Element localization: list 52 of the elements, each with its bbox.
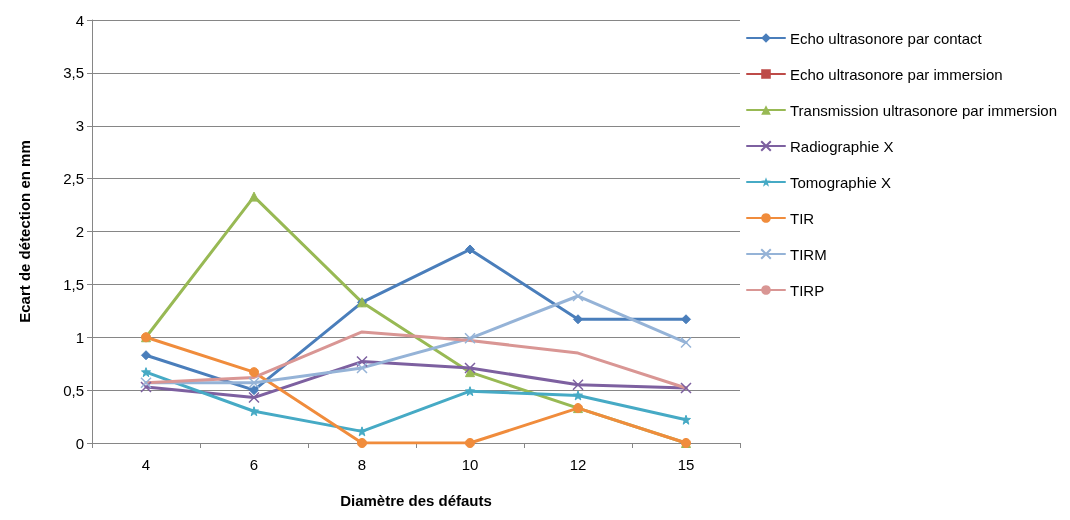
point <box>249 385 259 396</box>
legend-label: TIRM <box>790 245 827 263</box>
legend-label: Tomographie X <box>790 173 891 191</box>
y-tick-label: 2,5 <box>63 170 84 188</box>
legend-label: Transmission ultrasonore par immersion <box>790 101 1058 119</box>
point <box>140 376 152 389</box>
point <box>249 367 259 378</box>
y-tick-label: 1 <box>75 328 84 346</box>
point <box>249 191 259 202</box>
y-tick-label: 1,5 <box>63 275 84 293</box>
point <box>356 362 368 374</box>
point <box>681 414 691 425</box>
y-tick-label: 3 <box>75 117 84 135</box>
point <box>681 314 691 325</box>
point <box>572 290 584 302</box>
point <box>356 355 368 368</box>
legend-label: TIR <box>790 209 815 227</box>
point <box>573 390 583 401</box>
x-tick-label: 8 <box>357 456 367 473</box>
point <box>248 376 260 389</box>
y-tick-label: 2 <box>75 223 84 240</box>
y-tick-label: 0 <box>75 434 84 452</box>
x-tick-label: 10 <box>461 456 479 473</box>
point <box>465 438 475 448</box>
point <box>464 332 476 345</box>
x-tick-label: 15 <box>677 456 695 473</box>
legend-label: Radiographie X <box>790 137 894 155</box>
y-tick-label: 0,5 <box>63 381 84 399</box>
point <box>572 379 584 391</box>
x-tick-label: 4 <box>141 456 151 473</box>
point <box>357 426 367 437</box>
x-axis-title: Diamètre des défauts <box>340 492 492 509</box>
legend-label: TIRP <box>790 281 825 299</box>
point <box>680 336 692 349</box>
point <box>248 391 260 404</box>
x-tick-label: 12 <box>569 456 587 473</box>
legend-label: Echo ultrasonore par contact <box>790 29 983 47</box>
point <box>465 244 475 255</box>
legend-label: Echo ultrasonore par immersion <box>790 65 1003 83</box>
point <box>249 406 259 417</box>
y-tick-label: 4 <box>75 11 84 29</box>
point <box>357 438 367 448</box>
point <box>141 350 151 361</box>
point <box>140 381 152 393</box>
point <box>680 382 692 394</box>
x-tick-label: 6 <box>249 456 259 473</box>
point <box>573 314 583 325</box>
y-axis-title: Ecart de détection en mm <box>16 140 33 323</box>
y-tick-label: 3,5 <box>63 64 84 82</box>
point <box>464 362 476 374</box>
point <box>465 386 475 397</box>
point <box>141 367 151 378</box>
